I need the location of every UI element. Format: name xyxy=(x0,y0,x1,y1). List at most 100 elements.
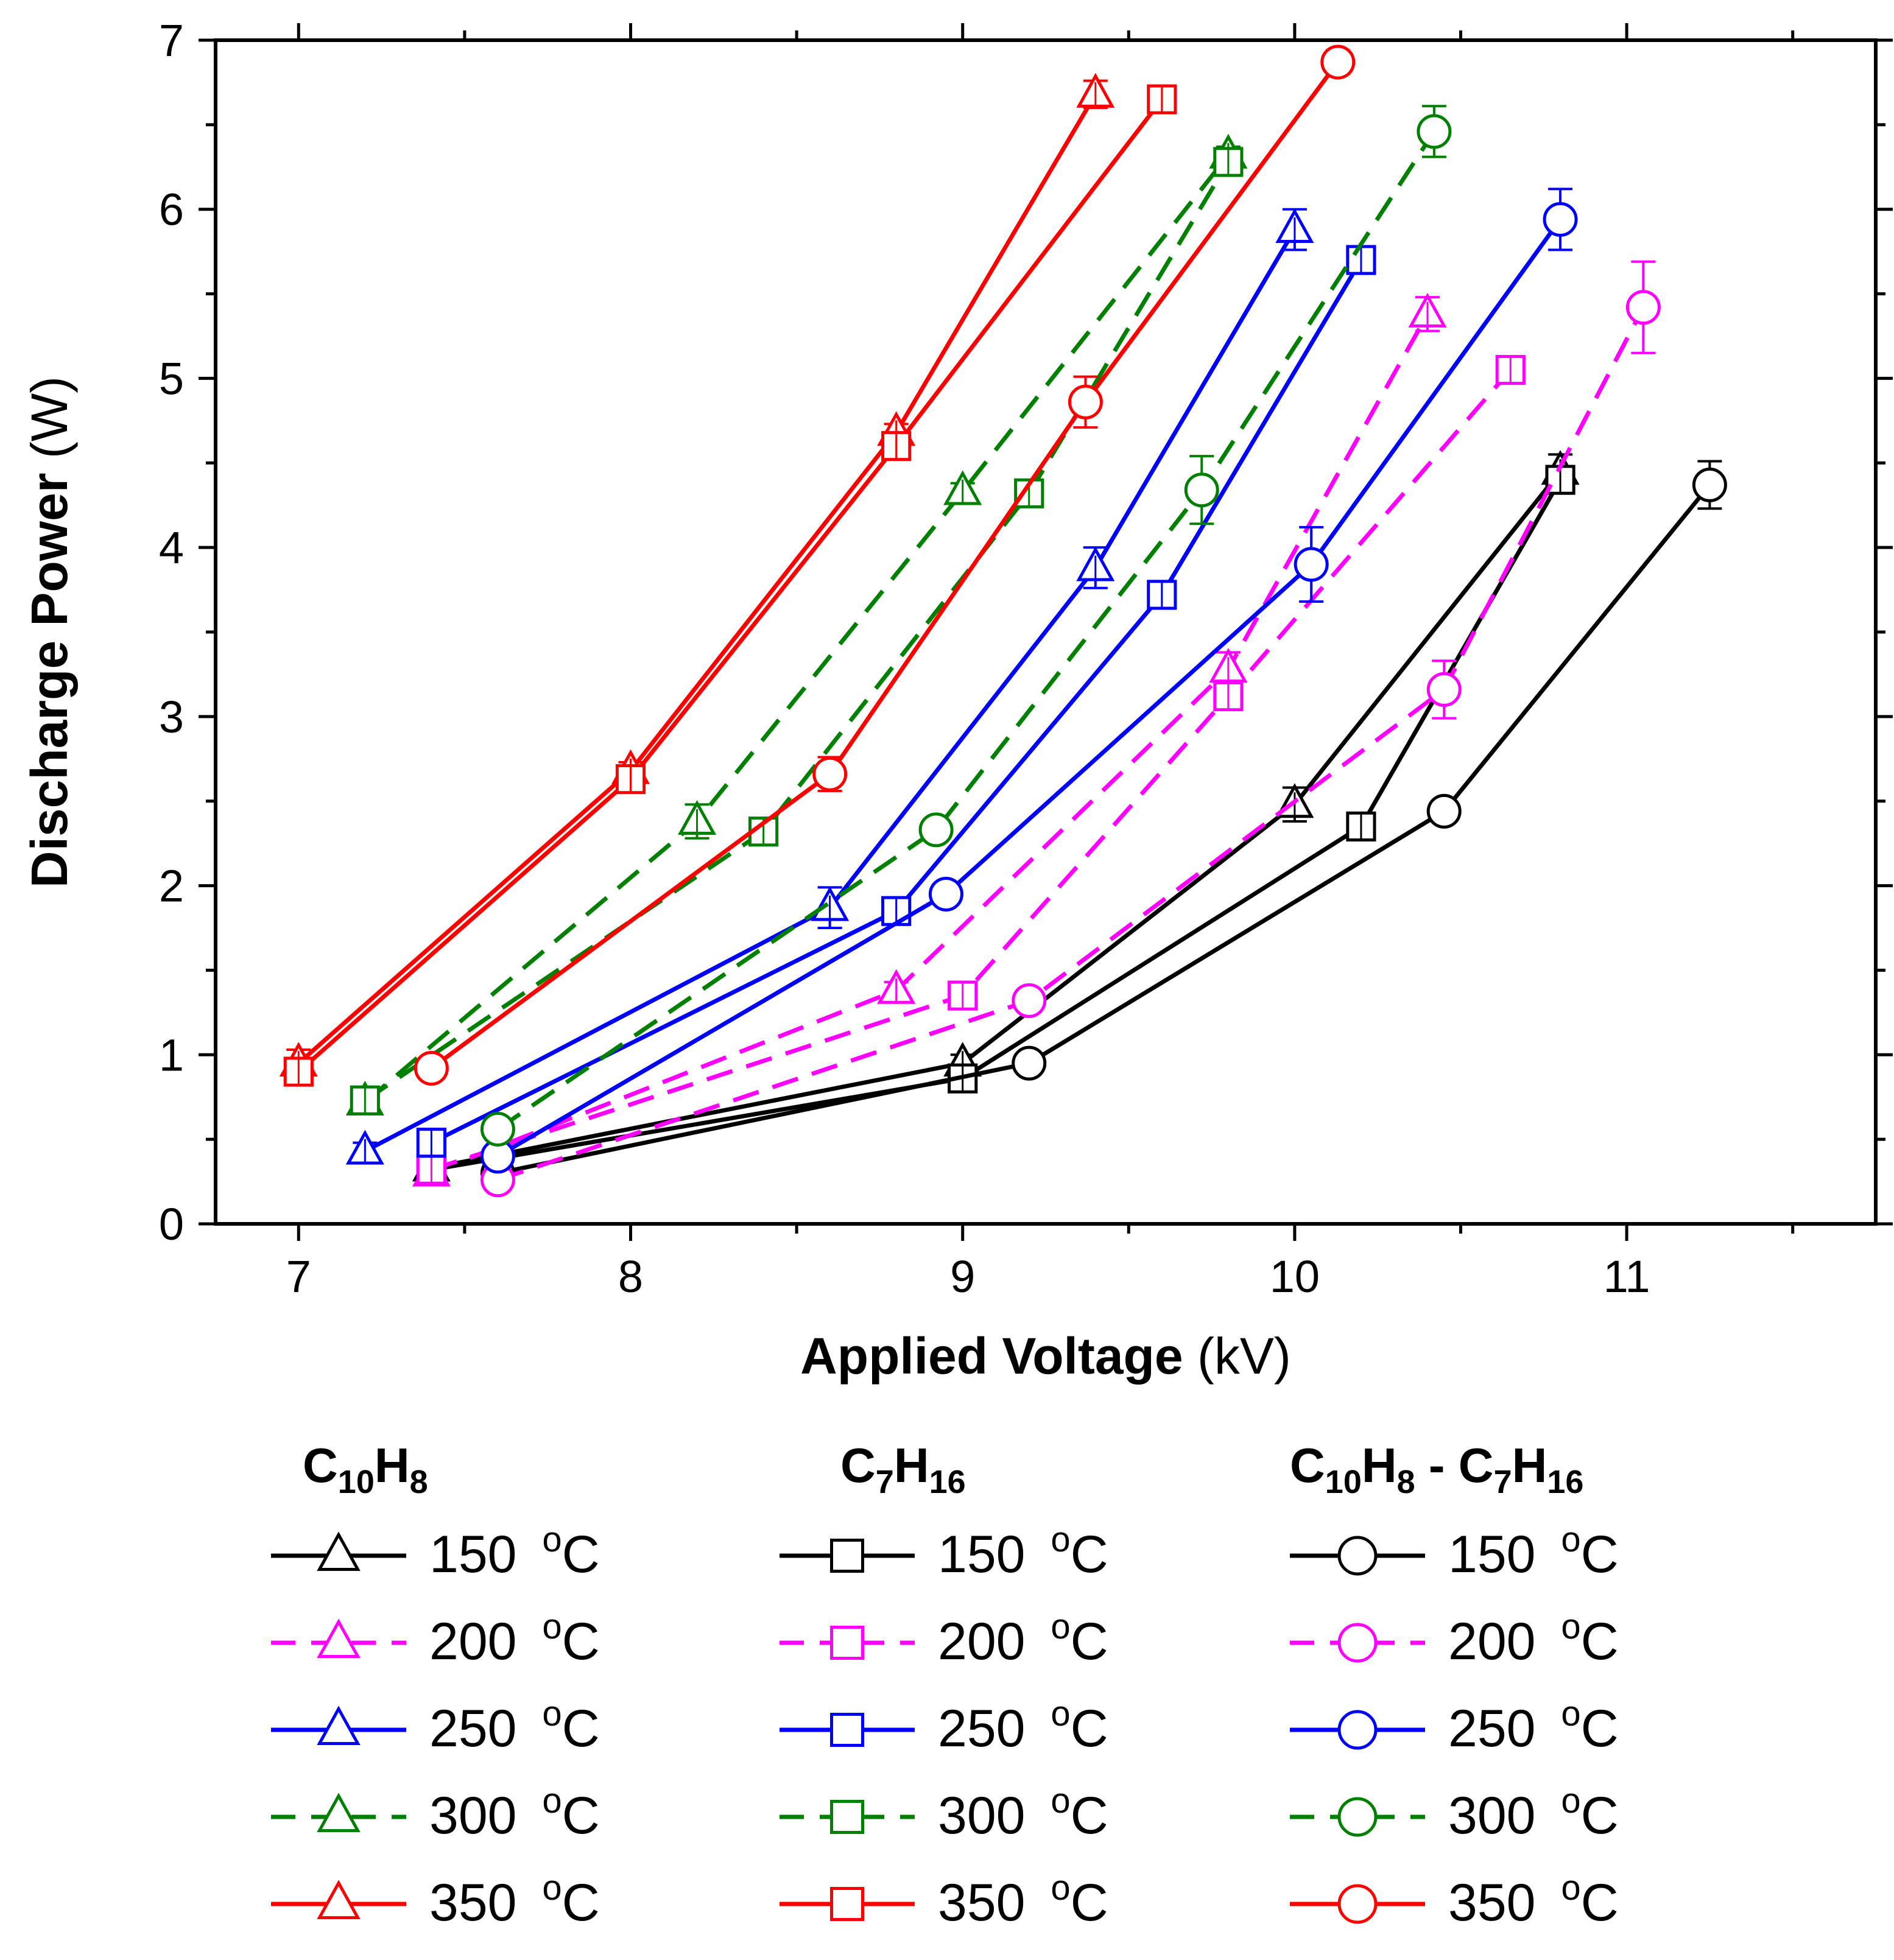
legend-label: 350 oC xyxy=(1448,1868,1619,1932)
legend-degree: o xyxy=(1561,1607,1580,1646)
legend-label: 250 oC xyxy=(1448,1694,1619,1758)
y-tick-label: 6 xyxy=(159,184,184,235)
x-tick-label: 7 xyxy=(286,1251,311,1302)
y-tick-label: 7 xyxy=(159,15,184,66)
legend-item-c7h16-250: 250 oC xyxy=(780,1694,1108,1758)
legend-item-mix-150: 150 oC xyxy=(1290,1520,1619,1584)
legend-unit: C xyxy=(1581,1612,1619,1671)
x-tick-label: 11 xyxy=(1604,1251,1650,1302)
data-point xyxy=(1012,1045,1047,1081)
series-c7h16-200 xyxy=(416,354,1526,1185)
legend-heading-c7h16: C7H16 xyxy=(840,1438,966,1500)
legend-heading-mix: C10H8 - C7H16 xyxy=(1290,1438,1583,1500)
x-axis-title-unit: (kV) xyxy=(1183,1327,1291,1385)
legend-temp-value: 150 xyxy=(1448,1525,1550,1584)
y-tick-label: 3 xyxy=(159,692,184,742)
y-axis-title-main: Discharge Power xyxy=(21,472,78,888)
series-line xyxy=(297,98,1164,1073)
data-point xyxy=(1417,114,1452,149)
legend-temp-value: 250 xyxy=(938,1699,1040,1758)
legend-unit: C xyxy=(1071,1612,1108,1671)
series-line xyxy=(364,228,1297,1153)
legend-unit: C xyxy=(562,1612,600,1671)
legend-unit: C xyxy=(562,1525,600,1584)
data-point xyxy=(812,756,848,792)
y-tick-label: 4 xyxy=(159,522,184,573)
data-point xyxy=(918,812,954,848)
legend-temp-value: 250 xyxy=(1448,1699,1550,1758)
legend-heading-part: C xyxy=(840,1438,876,1492)
series-line xyxy=(497,306,1646,1182)
legend-heading-part: C xyxy=(303,1438,338,1492)
series-line xyxy=(431,368,1512,1172)
series-line xyxy=(430,259,1363,1145)
legend-degree: o xyxy=(1051,1868,1070,1908)
series-mix-300 xyxy=(480,105,1452,1147)
legend-temp-value: 200 xyxy=(429,1612,531,1671)
legend-degree: o xyxy=(542,1607,562,1646)
legend-unit: C xyxy=(1071,1874,1108,1932)
legend-heading-part: 7 xyxy=(1494,1464,1512,1500)
legend-marker xyxy=(830,1887,864,1921)
legend-label: 350 oC xyxy=(938,1868,1108,1932)
series-line xyxy=(297,93,1097,1065)
legend-marker xyxy=(317,1618,361,1658)
legend-temp-value: 250 xyxy=(429,1699,531,1758)
legend-degree: o xyxy=(1561,1694,1580,1733)
legend-unit: C xyxy=(562,1786,600,1845)
legend-temp-value: 350 xyxy=(429,1874,531,1932)
legend-degree: o xyxy=(542,1520,562,1559)
series-c7h16-300 xyxy=(350,147,1244,1115)
legend-unit: C xyxy=(562,1699,600,1758)
y-tick-label: 1 xyxy=(159,1030,184,1080)
axes-layer: 7 8 9 10 11 0 1 2 3 4 5 6 7 xyxy=(159,15,1893,1302)
legend-item-c10h8-350: 350 oC xyxy=(271,1868,600,1932)
legend-marker xyxy=(1337,1710,1378,1750)
legend-temp-value: 300 xyxy=(429,1786,531,1845)
legend-degree: o xyxy=(1561,1868,1580,1908)
legend-temp-value: 350 xyxy=(938,1874,1040,1932)
legend-degree: o xyxy=(1051,1694,1070,1733)
legend-item-mix-300: 300 oC xyxy=(1290,1781,1619,1845)
y-tick-label: 2 xyxy=(159,861,184,912)
legend-item-mix-200: 200 oC xyxy=(1290,1607,1619,1671)
legend-heading-part: 16 xyxy=(1547,1464,1583,1500)
series-mix-250 xyxy=(480,188,1578,1174)
legend-marker xyxy=(317,1531,361,1571)
legend-item-c10h8-200: 200 oC xyxy=(271,1607,600,1671)
data-point xyxy=(1543,202,1578,237)
series-c7h16-150 xyxy=(416,465,1575,1185)
series-line xyxy=(431,469,1562,1170)
legend-marker xyxy=(1337,1884,1378,1924)
y-axis-title: Discharge Power (W) xyxy=(21,376,78,888)
data-point xyxy=(1012,983,1047,1018)
legend-marker xyxy=(1337,1797,1378,1837)
x-axis-title-main: Applied Voltage xyxy=(800,1327,1183,1385)
legend-label: 250 oC xyxy=(429,1694,600,1758)
legend-temp-value: 350 xyxy=(1448,1874,1550,1932)
legend-unit: C xyxy=(1581,1699,1619,1758)
data-point xyxy=(1692,467,1727,502)
legend-item-c10h8-250: 250 oC xyxy=(271,1694,600,1758)
series-layer xyxy=(279,44,1727,1198)
series-line xyxy=(496,130,1436,1131)
x-tick-label: 10 xyxy=(1270,1251,1320,1302)
legend-marker xyxy=(317,1793,361,1832)
legend-heading-part: 10 xyxy=(338,1464,375,1500)
legend-heading-part: H xyxy=(1512,1438,1547,1492)
legend-unit: C xyxy=(1071,1525,1108,1584)
series-c10h8-200 xyxy=(412,292,1447,1187)
data-point xyxy=(1294,547,1329,582)
legend-degree: o xyxy=(1051,1607,1070,1646)
data-point xyxy=(1426,793,1462,829)
legend-item-mix-350: 350 oC xyxy=(1290,1868,1619,1932)
series-line xyxy=(431,313,1430,1175)
legend-marker xyxy=(830,1539,864,1573)
x-tick-label: 9 xyxy=(950,1251,975,1302)
legend-degree: o xyxy=(542,1694,562,1733)
data-point xyxy=(1625,290,1661,325)
series-line xyxy=(364,153,1230,1104)
legend-label: 200 oC xyxy=(938,1607,1108,1671)
